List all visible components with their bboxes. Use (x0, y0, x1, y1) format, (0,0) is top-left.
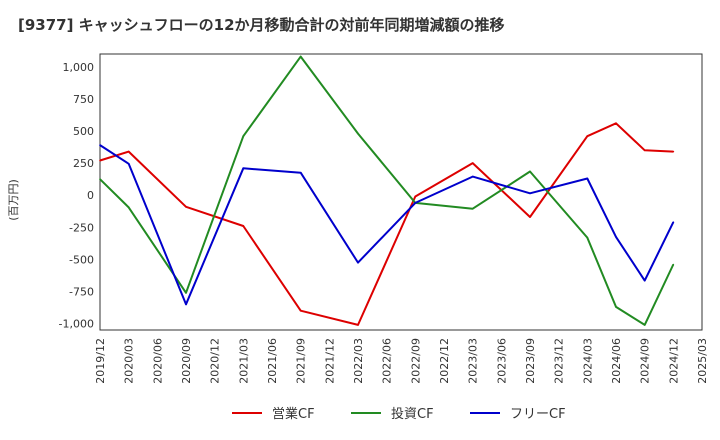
data-point-0 (185, 205, 187, 208)
data-point-0 (414, 195, 417, 198)
x-tick-label: 2021/12 (323, 338, 336, 384)
data-point-2 (672, 221, 675, 223)
data-point-0 (357, 324, 359, 326)
data-point-0 (99, 159, 101, 162)
x-tick-label: 2023/09 (524, 338, 537, 384)
data-point-2 (99, 144, 101, 146)
x-tick-label: 2020/09 (180, 338, 193, 384)
data-point-1 (615, 306, 617, 308)
x-tick-label: 2020/12 (209, 338, 222, 384)
data-point-2 (299, 171, 302, 174)
data-point-1 (242, 135, 245, 137)
x-tick-label: 2020/06 (151, 338, 164, 384)
data-point-0 (586, 135, 589, 137)
x-tick-label: 2020/03 (123, 338, 136, 384)
data-point-0 (299, 309, 302, 312)
data-point-2 (414, 202, 417, 204)
x-tick-label: 2022/12 (438, 338, 451, 384)
data-point-1 (471, 207, 474, 210)
x-tick-label: 2024/03 (581, 338, 594, 384)
y-tick-label: -750 (69, 285, 94, 298)
data-point-1 (299, 55, 302, 58)
data-point-1 (99, 178, 101, 180)
data-point-2 (586, 177, 589, 180)
x-tick-label: 2021/03 (237, 338, 250, 384)
data-point-0 (615, 122, 617, 125)
plot-area (99, 53, 703, 331)
data-point-0 (242, 225, 245, 227)
data-point-2 (242, 167, 245, 170)
data-point-1 (357, 132, 359, 135)
y-tick-label: -250 (69, 221, 94, 234)
x-tick-label: 2022/06 (381, 338, 394, 384)
data-point-1 (185, 291, 187, 294)
x-tick-label: 2022/09 (409, 338, 422, 384)
x-tick-label: 2024/06 (610, 338, 623, 384)
legend-label-0: 営業CF (272, 406, 315, 422)
data-point-1 (672, 263, 675, 266)
x-tick-label: 2023/12 (553, 338, 566, 384)
y-tick-label: -500 (69, 253, 94, 266)
chart-title: [9377] キャッシュフローの12か月移動合計の対前年同期増減額の推移 (18, 16, 505, 34)
data-point-0 (127, 150, 130, 153)
data-point-1 (586, 236, 589, 239)
y-tick-label: 0 (87, 189, 94, 202)
y-tick-label: 250 (73, 157, 94, 170)
data-point-1 (643, 324, 646, 326)
y-axis-label: (百万円) (7, 179, 20, 221)
y-tick-label: -1,000 (59, 318, 94, 331)
x-tick-label: 2024/12 (667, 338, 680, 384)
x-tick-label: 2023/03 (467, 338, 480, 384)
data-point-0 (529, 216, 531, 218)
data-point-2 (529, 192, 531, 195)
x-tick-label: 2023/06 (495, 338, 508, 384)
data-point-2 (615, 236, 617, 238)
y-tick-label: 750 (73, 93, 94, 106)
y-tick-label: 1,000 (63, 61, 95, 74)
x-tick-label: 2019/12 (94, 338, 107, 384)
data-point-1 (127, 206, 130, 209)
data-point-2 (643, 279, 646, 282)
y-tick-label: 500 (73, 125, 94, 138)
data-point-1 (529, 170, 531, 173)
data-point-2 (185, 303, 187, 306)
data-point-0 (643, 149, 646, 152)
data-point-0 (471, 162, 474, 164)
legend-label-2: フリーCF (510, 407, 566, 422)
x-tick-label: 2024/09 (639, 338, 652, 384)
legend-label-1: 投資CF (391, 406, 434, 422)
x-tick-label: 2021/06 (266, 338, 279, 384)
x-tick-label: 2022/03 (352, 338, 365, 384)
x-tick-label: 2021/09 (295, 338, 308, 384)
data-point-0 (672, 150, 675, 153)
data-point-2 (471, 175, 474, 178)
data-point-2 (127, 162, 130, 165)
x-tick-label: 2025/03 (696, 338, 709, 384)
data-point-2 (357, 261, 359, 264)
